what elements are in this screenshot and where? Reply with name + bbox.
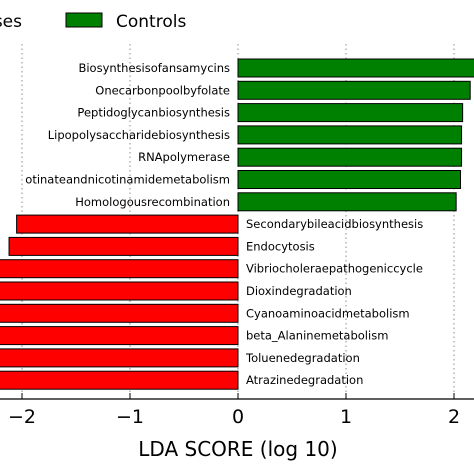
bar-label: Lipopolysaccharidebiosynthesis — [48, 128, 230, 142]
x-tick-label: 0 — [232, 406, 244, 428]
bar-Atrazinedegradation — [0, 370, 239, 390]
bar-label: Dioxindegradation — [246, 284, 352, 298]
bar-otinateandnicotinamidemetabolism — [237, 170, 461, 189]
bar-label: Peptidoglycanbiosynthesis — [77, 106, 230, 120]
bar-Homologousrecombination — [237, 192, 457, 212]
bar-Endocytosis — [8, 236, 239, 256]
bar-label: beta_Alaninemetabolism — [246, 329, 388, 343]
bar-Dioxindegradation — [0, 281, 239, 301]
legend-swatch — [65, 12, 103, 28]
legend-label: Controls — [116, 12, 186, 32]
bar-Lipopolysaccharidebiosynthesis — [237, 125, 463, 145]
bar-label: Homologousrecombination — [75, 195, 230, 209]
legend: ses Controls — [0, 12, 186, 32]
bars — [0, 58, 474, 390]
bar-labels: Biosynthesisofansamycins Onecarbonpoolbyf… — [25, 61, 423, 387]
x-tick-label: −1 — [116, 406, 144, 428]
bar-label: otinateandnicotinamidemetabolism — [25, 173, 230, 187]
legend-label: ses — [0, 12, 22, 32]
bar-Onecarbonpoolbyfolate — [237, 80, 471, 100]
x-tick-label: −2 — [8, 406, 36, 428]
bar-Biosynthesisofansamycins — [237, 58, 474, 78]
bar-label: Secondarybileacidbiosynthesis — [246, 217, 423, 231]
bar-label: Biosynthesisofansamycins — [78, 61, 230, 75]
bar-Secondarybileacidbiosynthesis — [16, 214, 239, 234]
bar-beta_Alaninemetabolism — [0, 326, 239, 346]
bar-label: Onecarbonpoolbyfolate — [95, 83, 230, 97]
x-axis-title: LDA SCORE (log 10) — [138, 437, 337, 461]
x-axis: −2 −1 0 1 2 — [0, 393, 474, 428]
bar-Cyanoaminoacidmetabolism — [0, 303, 239, 323]
bar-label: Cyanoaminoacidmetabolism — [246, 306, 410, 320]
x-tick-label: 1 — [340, 406, 352, 428]
x-tick-label: 2 — [448, 406, 460, 428]
bar-label: RNApolymerase — [138, 150, 230, 164]
bar-label: Toluenedegradation — [245, 351, 360, 365]
bar-Peptidoglycanbiosynthesis — [237, 103, 464, 123]
bar-label: Vibriocholeraepathogeniccycle — [246, 262, 423, 276]
bar-Vibriocholeraepathogeniccycle — [0, 259, 239, 279]
bar-label: Endocytosis — [246, 239, 315, 253]
bar-RNApolymerase — [237, 147, 463, 167]
bar-Toluenedegradation — [0, 348, 239, 368]
bar-label: Atrazinedegradation — [246, 373, 363, 387]
